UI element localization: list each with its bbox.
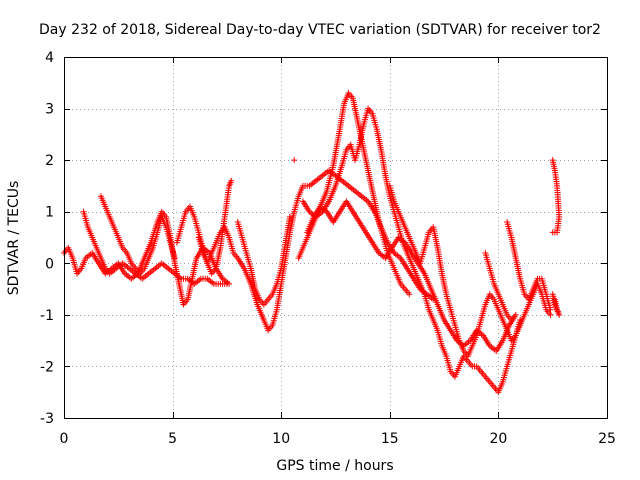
y-tick-label: 2	[45, 153, 54, 169]
data-point	[228, 177, 235, 184]
label-layer: 0 5 10 15 20 25 -3 -2 -1 0 1 2 3 4	[40, 50, 616, 447]
series-track-9	[304, 198, 519, 354]
series-track-13	[504, 219, 554, 313]
data-point	[286, 213, 293, 220]
data-point	[171, 255, 178, 262]
y-tick-label: 1	[45, 205, 54, 221]
data-layer	[61, 90, 563, 396]
plot-frame	[64, 57, 608, 419]
series-track-5	[195, 167, 437, 334]
data-point	[547, 306, 554, 313]
x-tick-label: 10	[272, 431, 290, 447]
x-tick-label: 5	[168, 431, 177, 447]
x-tick-label: 0	[60, 431, 69, 447]
series-track-12	[482, 249, 515, 324]
series-track-10	[386, 182, 554, 360]
data-point	[549, 229, 556, 236]
y-tick-label: -2	[40, 359, 54, 375]
y-tick-label: -1	[40, 308, 54, 324]
series-track-8	[299, 105, 524, 396]
x-tick-label: 15	[381, 431, 399, 447]
x-tick-label: 25	[598, 431, 616, 447]
series-track-3	[97, 193, 178, 277]
y-tick-label: -3	[40, 411, 54, 427]
data-point	[551, 296, 558, 303]
data-point	[223, 280, 230, 287]
series-track-6	[234, 213, 293, 308]
series-track-15	[549, 291, 563, 318]
data-point	[547, 311, 554, 318]
grid-layer	[64, 57, 607, 418]
series-track-14	[549, 157, 563, 236]
y-axis-label: SDTVAR / TECUs	[6, 181, 22, 296]
data-point	[406, 291, 413, 298]
chart-title: Day 232 of 2018, Sidereal Day-to-day VTE…	[39, 22, 601, 38]
series-track-2	[80, 208, 230, 287]
data-point	[508, 317, 515, 324]
series-track-7	[295, 90, 413, 298]
tick-layer	[64, 57, 608, 419]
x-tick-label: 20	[489, 431, 507, 447]
data-point	[291, 157, 298, 164]
series-track-11	[291, 157, 298, 164]
y-tick-label: 3	[45, 102, 54, 118]
y-tick-label: 4	[45, 50, 54, 66]
x-axis-label: GPS time / hours	[276, 458, 393, 474]
y-tick-label: 0	[45, 256, 54, 272]
data-point	[512, 311, 519, 318]
series-track-4	[173, 177, 235, 277]
